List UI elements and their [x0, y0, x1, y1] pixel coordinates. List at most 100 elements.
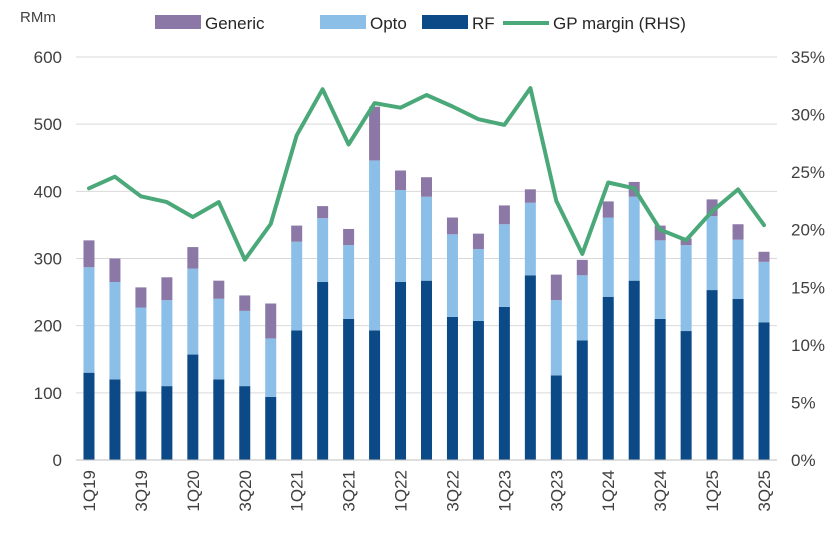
- legend-label: Opto: [370, 14, 407, 33]
- y2-tick-label: 0%: [791, 451, 816, 470]
- bar-rf-1Q23: [498, 306, 510, 460]
- bar-rf-2Q24: [628, 280, 640, 460]
- bar-generic-1Q21: [291, 225, 303, 242]
- bar-opto-1Q25: [706, 216, 718, 291]
- bar-rf-3Q24: [654, 318, 666, 460]
- y2-tick-label: 15%: [791, 278, 825, 297]
- bar-rf-2Q22: [421, 280, 432, 460]
- bar-opto-4Q20: [265, 338, 277, 397]
- bar-rf-3Q21: [343, 318, 355, 460]
- bar-generic-3Q21: [343, 228, 355, 246]
- bar-rf-4Q23: [576, 340, 588, 460]
- y-tick-label: 300: [34, 250, 62, 269]
- x-tick-label: 3Q23: [547, 470, 566, 512]
- bar-opto-2Q22: [421, 196, 432, 281]
- x-tick-label: 1Q22: [392, 470, 411, 512]
- bar-opto-4Q23: [576, 275, 588, 341]
- bar-rf-1Q20: [187, 354, 199, 460]
- bar-opto-2Q25: [732, 239, 744, 299]
- bar-generic-1Q25: [706, 199, 718, 217]
- bar-rf-1Q19: [83, 372, 95, 460]
- bar-opto-1Q23: [498, 224, 510, 307]
- y2-tick-label: 20%: [791, 221, 825, 240]
- legend-swatch-rf: [422, 15, 468, 29]
- bar-opto-2Q20: [213, 298, 225, 380]
- bar-generic-4Q21: [369, 106, 381, 161]
- bar-rf-4Q20: [265, 396, 277, 460]
- legend-label: RF: [472, 14, 495, 33]
- x-tick-label: 1Q20: [184, 470, 203, 512]
- bar-generic-4Q22: [472, 233, 484, 250]
- bar-rf-1Q25: [706, 290, 718, 460]
- legend-swatch-opto: [320, 15, 366, 29]
- bar-rf-3Q23: [550, 375, 562, 460]
- bar-rf-4Q24: [680, 331, 692, 460]
- bar-generic-2Q23: [524, 189, 536, 203]
- x-tick-label: 1Q25: [703, 470, 722, 512]
- bar-generic-2Q22: [421, 177, 432, 197]
- x-tick-label: 1Q23: [495, 470, 514, 512]
- y2-tick-label: 35%: [791, 48, 825, 67]
- bar-opto-4Q21: [369, 160, 381, 331]
- bar-generic-2Q21: [317, 206, 329, 219]
- bar-rf-3Q25: [758, 322, 770, 460]
- bar-opto-4Q19: [161, 300, 173, 387]
- bar-opto-3Q25: [758, 261, 770, 323]
- y2-tick-label: 25%: [791, 163, 825, 182]
- bar-opto-4Q24: [680, 245, 692, 332]
- x-tick-label: 1Q21: [288, 470, 307, 512]
- bar-rf-3Q20: [239, 386, 251, 460]
- bar-opto-2Q19: [109, 282, 121, 380]
- bar-opto-1Q21: [291, 241, 303, 331]
- bar-opto-1Q19: [83, 267, 95, 373]
- bar-generic-1Q24: [602, 201, 614, 218]
- x-tick-label: 1Q19: [80, 470, 99, 512]
- x-tick-label: 3Q19: [132, 470, 151, 512]
- x-tick-label: 3Q25: [755, 470, 774, 512]
- bar-generic-1Q22: [395, 170, 407, 190]
- bar-rf-1Q22: [395, 282, 407, 460]
- legend: Generic Opto RF GP margin (RHS): [155, 14, 686, 33]
- bar-generic-2Q20: [213, 280, 225, 299]
- bar-rf-2Q23: [524, 275, 536, 460]
- bar-opto-3Q24: [654, 240, 666, 319]
- y-tick-label: 600: [34, 48, 62, 67]
- bar-rf-4Q19: [161, 386, 173, 460]
- x-tick-label: 3Q22: [443, 470, 462, 512]
- bar-generic-3Q23: [550, 274, 562, 301]
- bar-generic-3Q25: [758, 251, 770, 262]
- bar-generic-3Q24: [654, 225, 666, 241]
- y-axis-unit-label: RMm: [20, 9, 56, 26]
- bar-rf-4Q22: [472, 320, 484, 460]
- legend-swatch-generic: [155, 15, 201, 29]
- y2-tick-label: 30%: [791, 106, 825, 125]
- bar-generic-1Q19: [83, 240, 95, 268]
- bar-generic-1Q23: [498, 205, 510, 225]
- bar-opto-4Q22: [472, 249, 484, 321]
- x-tick-label: 3Q21: [340, 470, 359, 512]
- bars: [83, 106, 770, 460]
- y-tick-label: 100: [34, 384, 62, 403]
- bar-generic-3Q19: [135, 287, 147, 308]
- bar-opto-3Q19: [135, 307, 147, 392]
- y-axis-left: 0 100 200 300 400 500 600: [34, 48, 62, 470]
- y-tick-label: 500: [34, 115, 62, 134]
- x-tick-label: 3Q24: [651, 470, 670, 512]
- y-tick-label: 400: [34, 182, 62, 201]
- bar-generic-3Q20: [239, 295, 251, 311]
- bar-generic-4Q19: [161, 277, 173, 301]
- y2-tick-label: 10%: [791, 336, 825, 355]
- bar-rf-2Q19: [109, 379, 121, 460]
- bar-rf-3Q19: [135, 391, 147, 460]
- bar-generic-4Q20: [265, 303, 277, 339]
- bar-generic-2Q25: [732, 224, 744, 240]
- y-tick-label: 200: [34, 317, 62, 336]
- bar-generic-2Q19: [109, 258, 121, 283]
- bar-opto-3Q20: [239, 310, 251, 387]
- bar-rf-2Q20: [213, 379, 225, 460]
- bar-opto-2Q21: [317, 218, 329, 283]
- bar-generic-1Q20: [187, 247, 199, 269]
- bar-opto-3Q23: [550, 300, 562, 376]
- bar-rf-2Q25: [732, 298, 744, 460]
